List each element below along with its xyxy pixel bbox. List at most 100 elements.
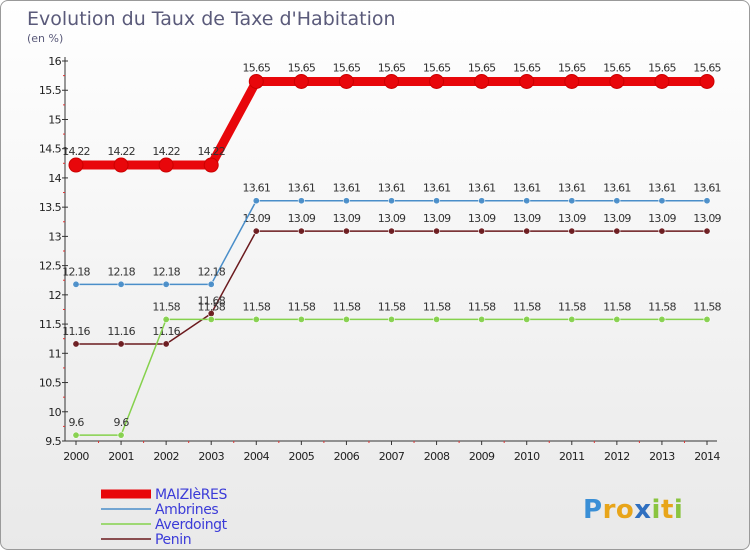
data-label: 9.6 [68,416,84,429]
y-tick-label: 11 [48,347,61,360]
data-label: 13.61 [243,182,271,195]
data-point [72,340,80,348]
data-point [207,280,215,288]
data-point [703,197,711,205]
data-label: 11.58 [333,300,361,313]
data-point [158,157,174,173]
y-tick-label: 10.5 [39,377,62,390]
data-point [568,227,576,235]
data-point [523,227,531,235]
legend-label: MAIZIèRES [155,487,227,503]
x-tick-label: 2012 [604,450,630,463]
data-label: 15.65 [558,61,586,74]
data-label: 13.09 [648,212,676,225]
data-label: 13.09 [513,212,541,225]
data-point [658,197,666,205]
data-point [474,73,490,89]
data-point [613,227,621,235]
data-point [162,280,170,288]
data-label: 13.09 [693,212,721,225]
data-point [387,315,395,323]
x-tick-label: 2011 [559,450,585,463]
data-label: 12.18 [152,265,180,278]
x-tick-label: 2014 [694,450,720,463]
y-tick-label: 15 [48,113,61,126]
logo-letter: x [634,495,651,525]
data-point [117,340,125,348]
data-point [433,315,441,323]
data-label: 13.61 [468,182,496,195]
y-tick-label: 13 [48,230,61,243]
y-tick-label: 12.5 [39,260,62,273]
data-label: 11.58 [603,300,631,313]
data-point [117,280,125,288]
data-label: 12.18 [197,265,225,278]
data-point [699,73,715,89]
data-label: 11.58 [513,300,541,313]
data-label: 13.61 [603,182,631,195]
data-label: 11.58 [197,300,225,313]
data-point [342,227,350,235]
data-point [429,73,445,89]
data-point [433,227,441,235]
logo-letter: i [652,495,661,525]
data-label: 11.58 [558,300,586,313]
data-point [342,315,350,323]
data-label: 9.6 [114,416,130,429]
data-label: 14.22 [152,145,180,158]
data-point [252,197,260,205]
data-label: 14.22 [62,145,90,158]
data-label: 15.65 [693,61,721,74]
data-point [658,227,666,235]
data-point [519,73,535,89]
x-tick-label: 2010 [514,450,540,463]
data-point [162,340,170,348]
y-tick-label: 16 [48,55,61,68]
series-maizires: 14.22 14.22 14.22 14.22 15.65 15.65 15.65 15.65… [62,61,722,173]
data-label: 13.09 [423,212,451,225]
data-point [113,157,129,173]
data-label: 12.18 [62,265,90,278]
legend-label: Penin [155,532,191,548]
data-label: 15.65 [603,61,631,74]
data-label: 13.61 [378,182,406,195]
data-point [568,197,576,205]
data-label: 11.58 [243,300,271,313]
data-label: 15.65 [333,61,361,74]
data-point [433,197,441,205]
y-tick-label: 14 [48,172,61,185]
data-point [252,315,260,323]
data-label: 13.09 [243,212,271,225]
data-point [384,73,399,89]
data-point [613,315,621,323]
data-label: 11.58 [288,300,316,313]
data-point [613,197,621,205]
data-point [117,431,125,439]
data-label: 13.61 [648,182,676,195]
data-label: 13.61 [423,182,451,195]
data-label: 11.58 [468,300,496,313]
data-label: 11.16 [152,325,180,338]
logo-letter: i [674,495,683,525]
y-tick-label: 10 [48,406,61,419]
logo-letter: t [661,495,674,525]
data-point [387,197,395,205]
data-label: 11.16 [107,325,135,338]
data-label: 13.61 [693,182,721,195]
data-label: 15.65 [513,61,541,74]
x-tick-label: 2009 [469,450,495,463]
data-point [478,227,486,235]
data-point [297,315,305,323]
y-tick-label: 11.5 [39,318,62,331]
data-point [609,73,625,89]
chart-title: Evolution du Taux de Taxe d'Habitation [27,8,396,30]
logo-text: Proxiti [583,495,683,525]
data-point [703,227,711,235]
y-tick-label: 15.5 [39,84,62,97]
y-tick-label: 12 [48,289,61,302]
y-tick-label: 9.5 [45,435,61,448]
data-label: 11.58 [648,300,676,313]
series-averdoingt: 9.6 9.6 11.58 11.58 11.58 11.58 11.58 11.58 11.5… [68,300,722,439]
x-tick-label: 2006 [334,450,360,463]
